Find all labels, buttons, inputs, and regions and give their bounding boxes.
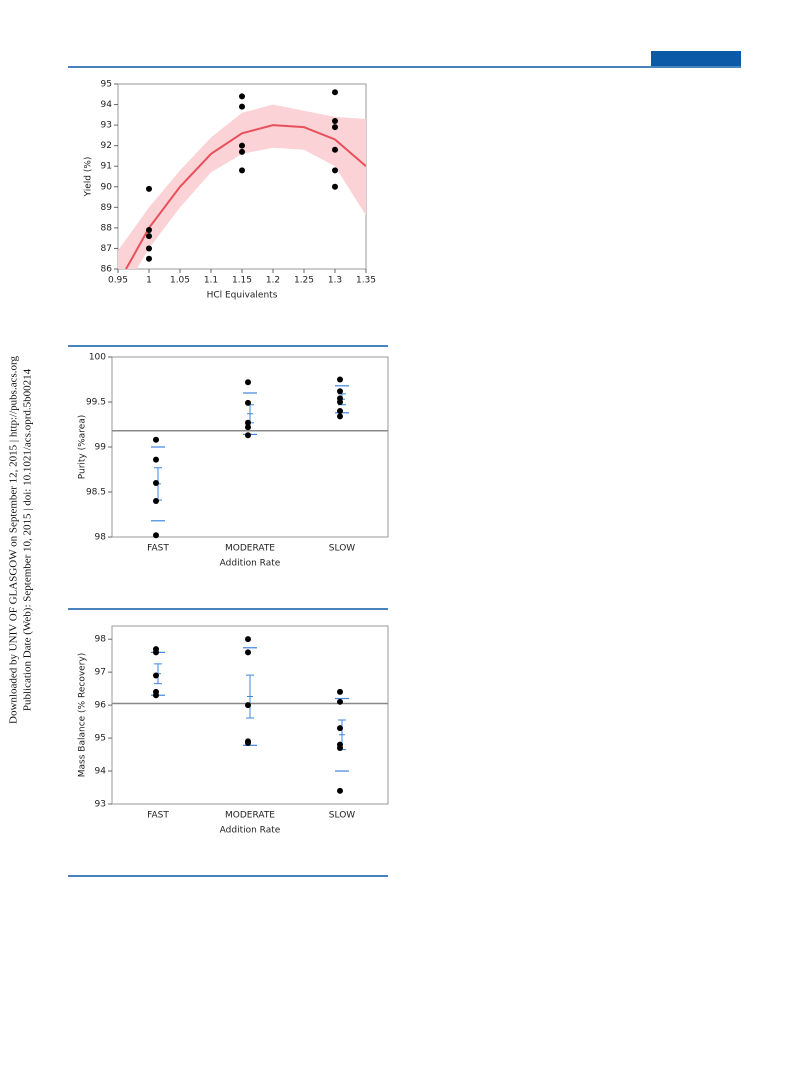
publication-note: Publication Date (Web): September 10, 20…	[22, 368, 34, 711]
data-point	[337, 399, 343, 405]
data-point	[337, 725, 343, 732]
data-point	[245, 432, 251, 439]
data-point	[332, 118, 338, 124]
data-point	[146, 233, 152, 240]
x-tick-label: SLOW	[329, 811, 355, 821]
y-tick-label: 98	[95, 635, 107, 645]
x-tick-label: MODERATE	[225, 544, 275, 554]
y-tick-label: 97	[95, 668, 106, 678]
error-bar	[246, 674, 254, 719]
data-point	[146, 245, 152, 252]
y-tick-label: 95	[95, 734, 106, 744]
x-axis-label: Addition Rate	[220, 559, 281, 569]
y-tick-label: 88	[101, 223, 113, 233]
data-point	[245, 649, 251, 656]
x-tick-label: 1	[146, 276, 152, 286]
download-note: Downloaded by UNIV OF GLASGOW on Septemb…	[8, 356, 20, 724]
y-axis-label: Mass Balance (% Recovery)	[78, 653, 88, 777]
data-point	[239, 167, 245, 174]
y-axis-label: Yield (%)	[84, 157, 94, 198]
data-point	[146, 185, 152, 192]
data-point	[332, 146, 338, 153]
x-tick-label: 1.3	[328, 276, 342, 286]
data-point	[153, 649, 159, 656]
y-tick-label: 94	[95, 767, 107, 777]
x-tick-label: SLOW	[329, 544, 355, 554]
x-tick-label: FAST	[147, 811, 169, 821]
data-point	[337, 688, 343, 695]
x-tick-label: 1.05	[170, 276, 190, 286]
data-point	[245, 419, 251, 426]
y-tick-label: 98	[95, 533, 107, 543]
y-tick-label: 99.5	[86, 398, 106, 408]
y-tick-label: 96	[95, 701, 107, 711]
data-point	[153, 436, 159, 443]
x-tick-label: 1.35	[356, 276, 376, 286]
plot-frame	[111, 625, 389, 805]
plot-area	[118, 104, 366, 269]
data-point	[337, 698, 343, 705]
data-point	[153, 456, 159, 463]
y-tick-label: 87	[101, 244, 112, 254]
y-tick-label: 91	[101, 162, 112, 172]
x-tick-label: 1.15	[232, 276, 252, 286]
data-point	[153, 672, 159, 679]
data-point	[245, 702, 251, 709]
y-axis-label: Purity (%area)	[78, 415, 88, 480]
data-point	[239, 93, 245, 100]
y-tick-label: 95	[101, 80, 112, 90]
data-point	[146, 255, 152, 262]
y-tick-label: 94	[101, 100, 113, 110]
header-tab	[651, 51, 741, 66]
data-point	[337, 413, 343, 420]
data-point	[337, 787, 343, 794]
y-tick-label: 93	[95, 800, 106, 810]
x-tick-label: MODERATE	[225, 811, 275, 821]
data-point	[239, 148, 245, 155]
fit-curve	[124, 124, 366, 269]
y-tick-label: 93	[101, 121, 112, 131]
data-point	[153, 480, 159, 486]
data-point	[245, 379, 251, 386]
data-point	[245, 740, 251, 747]
data-point	[337, 744, 343, 751]
data-point	[337, 408, 343, 414]
y-tick-label: 89	[101, 203, 113, 213]
x-axis-label: HCl Equivalents	[207, 291, 278, 301]
y-tick-label: 100	[89, 353, 106, 363]
data-point	[332, 124, 338, 131]
data-point	[239, 103, 245, 110]
x-tick-label: 0.95	[108, 276, 128, 286]
data-point	[337, 388, 343, 395]
x-tick-label: FAST	[147, 544, 169, 554]
data-point	[245, 636, 251, 643]
x-tick-label: 1.2	[266, 276, 280, 286]
y-tick-label: 98.5	[86, 488, 106, 498]
data-point	[245, 424, 251, 431]
data-point	[153, 532, 159, 539]
data-point	[332, 167, 338, 174]
data-point	[146, 226, 152, 233]
data-point	[239, 142, 245, 149]
data-point	[337, 376, 343, 383]
confidence-band	[118, 104, 366, 269]
plot-frame	[117, 83, 367, 270]
error-bar	[338, 719, 346, 751]
x-axis-label: Addition Rate	[220, 826, 281, 836]
y-tick-label: 90	[101, 182, 113, 192]
y-tick-label: 99	[95, 443, 107, 453]
data-point	[153, 692, 159, 699]
data-point	[332, 89, 338, 96]
x-tick-label: 1.1	[204, 276, 218, 286]
y-tick-label: 86	[101, 265, 113, 275]
data-point	[153, 498, 159, 504]
data-point	[332, 183, 338, 190]
data-point	[245, 399, 251, 406]
x-tick-label: 1.25	[294, 276, 314, 286]
y-tick-label: 92	[101, 141, 112, 151]
